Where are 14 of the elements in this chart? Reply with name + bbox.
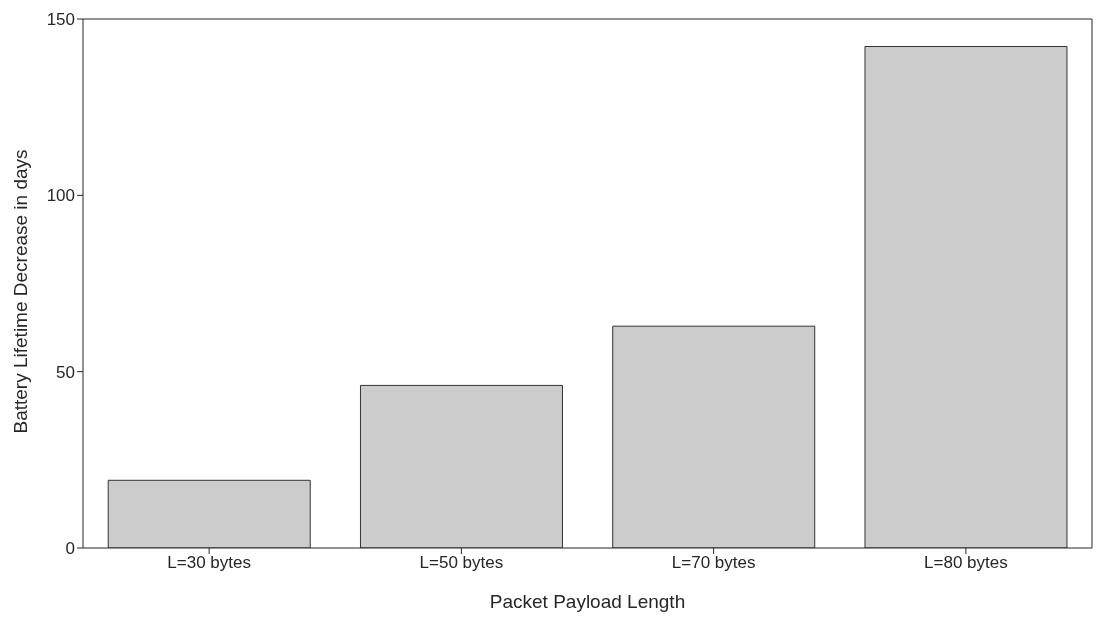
bar [612, 325, 816, 548]
y-tick-label: 100 [46, 186, 75, 206]
x-tick-label: L=70 bytes [671, 553, 756, 573]
x-tick-label: L=50 bytes [419, 553, 504, 573]
x-tick-label: L=30 bytes [167, 553, 251, 573]
y-tick-label: 0 [65, 539, 75, 559]
y-tick-label: 50 [56, 362, 75, 382]
y-tick-label: 150 [46, 10, 75, 30]
x-axis-title: Packet Payload Length [489, 591, 686, 612]
x-tick-label: L=80 bytes [924, 553, 1008, 573]
y-axis-title: Battery Lifetime Decrease in days [9, 149, 31, 434]
bar [359, 384, 563, 548]
bar [107, 479, 311, 548]
bar [864, 46, 1068, 548]
